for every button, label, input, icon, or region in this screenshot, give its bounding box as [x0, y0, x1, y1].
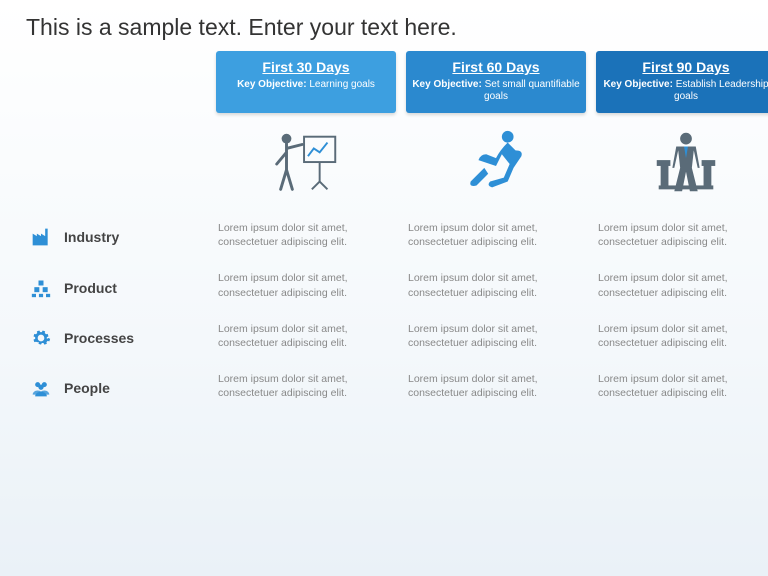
blocks-icon	[30, 277, 52, 299]
row-name: Industry	[64, 229, 119, 245]
runner-icon	[457, 125, 535, 203]
column-header-60: First 60 Days Key Objective: Set small q…	[406, 51, 586, 113]
cell-processes-90: Lorem ipsum dolor sit amet, consectetuer…	[596, 316, 768, 360]
plan-grid: First 30 Days Key Objective: Learning go…	[0, 51, 768, 420]
row-name: Product	[64, 280, 117, 296]
row-label-people: People	[26, 366, 206, 410]
presenter-icon	[267, 125, 345, 203]
gear-icon	[30, 327, 52, 349]
column-header-30: First 30 Days Key Objective: Learning go…	[216, 51, 396, 113]
leader-icon	[647, 125, 725, 203]
column-objective: Key Objective: Learning goals	[222, 79, 390, 91]
illustration-leader	[596, 119, 768, 209]
row-name: People	[64, 380, 110, 396]
page-title: This is a sample text. Enter your text h…	[0, 0, 768, 51]
cell-industry-30: Lorem ipsum dolor sit amet, consectetuer…	[216, 215, 396, 259]
cell-people-60: Lorem ipsum dolor sit amet, consectetuer…	[406, 366, 586, 410]
cell-processes-60: Lorem ipsum dolor sit amet, consectetuer…	[406, 316, 586, 360]
illustration-presenter	[216, 119, 396, 209]
cell-people-90: Lorem ipsum dolor sit amet, consectetuer…	[596, 366, 768, 410]
cell-product-60: Lorem ipsum dolor sit amet, consectetuer…	[406, 265, 586, 309]
row-name: Processes	[64, 330, 134, 346]
cell-processes-30: Lorem ipsum dolor sit amet, consectetuer…	[216, 316, 396, 360]
column-objective: Key Objective: Set small quantifiable go…	[412, 79, 580, 103]
row-label-product: Product	[26, 265, 206, 309]
column-title: First 90 Days	[602, 59, 768, 75]
factory-icon	[30, 226, 52, 248]
column-title: First 60 Days	[412, 59, 580, 75]
column-title: First 30 Days	[222, 59, 390, 75]
cell-product-30: Lorem ipsum dolor sit amet, consectetuer…	[216, 265, 396, 309]
illustration-runner	[406, 119, 586, 209]
cell-industry-60: Lorem ipsum dolor sit amet, consectetuer…	[406, 215, 586, 259]
column-header-90: First 90 Days Key Objective: Establish L…	[596, 51, 768, 113]
row-label-processes: Processes	[26, 316, 206, 360]
row-label-industry: Industry	[26, 215, 206, 259]
people-icon	[30, 377, 52, 399]
cell-industry-90: Lorem ipsum dolor sit amet, consectetuer…	[596, 215, 768, 259]
cell-product-90: Lorem ipsum dolor sit amet, consectetuer…	[596, 265, 768, 309]
column-objective: Key Objective: Establish Leadership goal…	[602, 79, 768, 103]
cell-people-30: Lorem ipsum dolor sit amet, consectetuer…	[216, 366, 396, 410]
